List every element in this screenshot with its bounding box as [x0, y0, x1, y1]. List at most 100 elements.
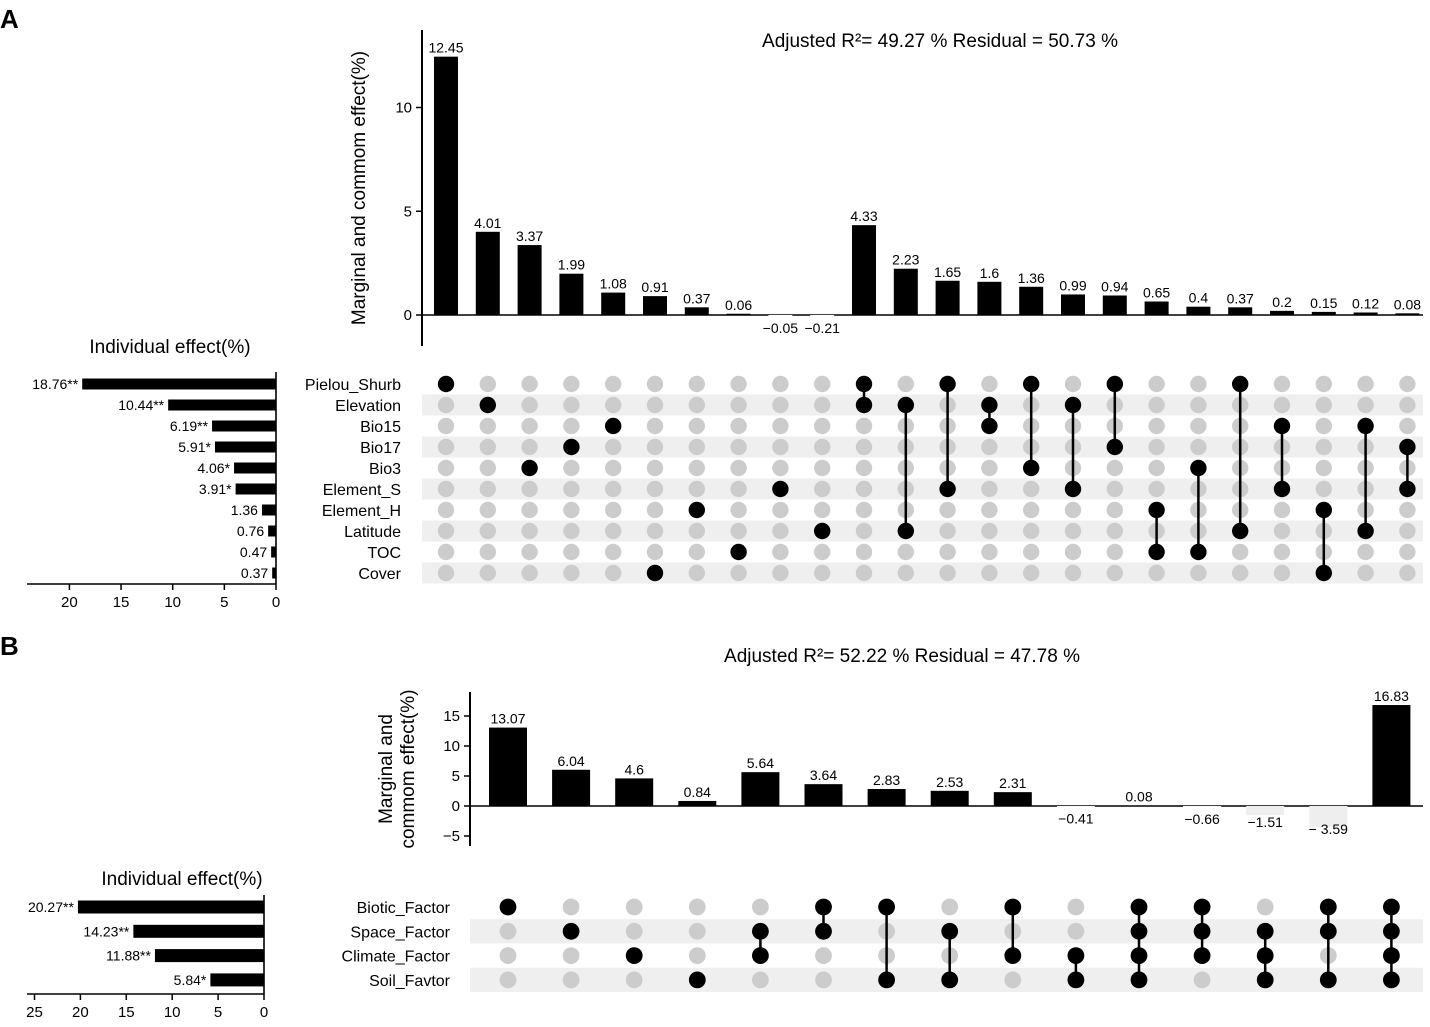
- panel-b: B Adjusted R²= 52.22 % Residual = 47.78 %…: [0, 631, 1423, 1021]
- matrix-dot-inactive: [981, 501, 998, 519]
- matrix-dot-inactive: [646, 480, 664, 498]
- marginal-bar-label: 2.23: [892, 252, 919, 268]
- matrix-dot-active: [1130, 898, 1148, 916]
- factor-label: Space_Factor: [350, 924, 450, 941]
- matrix-dot-inactive: [814, 501, 831, 519]
- matrix-dot-inactive: [688, 396, 705, 414]
- matrix-dot-active: [897, 522, 914, 540]
- matrix-dot-inactive: [730, 417, 747, 435]
- matrix-dot-inactive: [1106, 543, 1124, 561]
- marginal-bar-label: 6.04: [557, 753, 584, 769]
- marginal-bar-label: 0.2: [1272, 294, 1292, 310]
- left-x-tick-label: 15: [118, 1004, 135, 1021]
- matrix-dot-inactive: [562, 898, 580, 916]
- matrix-dot-inactive: [437, 438, 455, 456]
- matrix-dot-inactive: [605, 501, 622, 519]
- matrix-dot-inactive: [981, 522, 998, 540]
- matrix-dot-inactive: [479, 417, 496, 435]
- matrix-dot-active: [1319, 971, 1337, 989]
- individual-effect-bar: [235, 483, 276, 495]
- matrix-dot-inactive: [1190, 396, 1207, 414]
- left-x-tick-label: 15: [113, 594, 130, 611]
- matrix-row-stripe: [422, 478, 1423, 500]
- matrix-dot-inactive: [730, 480, 747, 498]
- matrix-dot-inactive: [1067, 898, 1085, 916]
- matrix-dot-inactive: [1399, 375, 1416, 393]
- matrix-dot-inactive: [1106, 480, 1124, 498]
- marginal-bar: [893, 268, 918, 315]
- top-y-axis-label: commom effect(%): [398, 689, 419, 848]
- top-y-axis-label: Marginal and: [376, 714, 397, 824]
- individual-effect-bar: [133, 924, 264, 938]
- matrix-dot-active: [815, 898, 832, 916]
- matrix-dot-inactive: [814, 417, 831, 435]
- panel-letter: B: [0, 631, 19, 661]
- matrix-dot-inactive: [814, 375, 831, 393]
- matrix-dot-inactive: [855, 480, 873, 498]
- marginal-bar: [1372, 705, 1411, 806]
- individual-effect-bar: [271, 546, 276, 558]
- matrix-dot-active: [1383, 922, 1400, 940]
- matrix-dot-active: [1315, 564, 1333, 582]
- marginal-bar-label: 0.15: [1310, 295, 1337, 311]
- matrix-dot-inactive: [939, 543, 956, 561]
- marginal-bar: [1311, 311, 1336, 315]
- matrix-dot-inactive: [1022, 501, 1040, 519]
- matrix-dot-inactive: [752, 971, 769, 989]
- matrix-dot-active: [878, 971, 895, 989]
- model-stats-text: Adjusted R²= 49.27 % Residual = 50.73 %: [762, 31, 1118, 52]
- marginal-bar-label: 2.53: [936, 774, 963, 790]
- matrix-dot-inactive: [1148, 564, 1165, 582]
- matrix-dot-inactive: [1193, 971, 1211, 989]
- matrix-dot-inactive: [688, 417, 705, 435]
- marginal-bar: [741, 772, 780, 806]
- marginal-bar: [1228, 307, 1253, 315]
- marginal-bar-label: −0.66: [1184, 811, 1220, 827]
- matrix-dot-inactive: [521, 522, 538, 540]
- matrix-dot-inactive: [479, 501, 496, 519]
- marginal-bar-label: 13.07: [490, 711, 525, 727]
- matrix-dot-inactive: [437, 522, 455, 540]
- matrix-dot-active: [1315, 501, 1333, 519]
- matrix-row-stripe: [422, 520, 1423, 542]
- matrix-dot-inactive: [981, 375, 998, 393]
- marginal-bar: [1395, 313, 1420, 315]
- matrix-dot-inactive: [752, 898, 769, 916]
- matrix-row-stripe: [422, 562, 1423, 584]
- matrix-dot-inactive: [437, 543, 455, 561]
- factor-label: Cover: [358, 566, 401, 583]
- matrix-dot-inactive: [1273, 522, 1291, 540]
- matrix-dot-inactive: [437, 564, 455, 582]
- matrix-dot-inactive: [981, 564, 998, 582]
- matrix-dot-active: [941, 922, 959, 940]
- marginal-bar-label: 4.33: [850, 208, 877, 224]
- matrix-dot-active: [521, 459, 538, 477]
- marginal-bar-label: 0.08: [1125, 789, 1152, 805]
- matrix-dot-active: [772, 480, 789, 498]
- matrix-dot-inactive: [730, 438, 747, 456]
- matrix-dot-inactive: [730, 375, 747, 393]
- matrix-dot-inactive: [1148, 396, 1165, 414]
- matrix-dot-inactive: [1399, 417, 1416, 435]
- matrix-dot-inactive: [1256, 898, 1274, 916]
- matrix-dot-active: [479, 396, 496, 414]
- factor-label: Element_S: [323, 482, 401, 499]
- matrix-dot-active: [1130, 947, 1148, 964]
- top-y-tick-label: 0: [404, 307, 412, 324]
- matrix-dot-active: [1106, 375, 1124, 393]
- matrix-dot-inactive: [437, 480, 455, 498]
- matrix-dot-inactive: [855, 522, 873, 540]
- matrix-dot-inactive: [688, 480, 705, 498]
- marginal-bar-label: − 3.59: [1309, 821, 1349, 837]
- individual-effect-bar: [212, 420, 276, 432]
- matrix-dot-active: [1148, 501, 1165, 519]
- marginal-bar: [977, 281, 1002, 315]
- marginal-bar: [930, 790, 969, 806]
- individual-effect-label: 3.91*: [199, 481, 232, 497]
- matrix-dot-inactive: [1399, 522, 1416, 540]
- matrix-dot-inactive: [772, 543, 789, 561]
- matrix-dot-inactive: [1315, 396, 1333, 414]
- factor-label: Soil_Favtor: [369, 973, 451, 990]
- matrix-dot-active: [752, 922, 769, 940]
- marginal-bar-label: 5.64: [747, 755, 774, 771]
